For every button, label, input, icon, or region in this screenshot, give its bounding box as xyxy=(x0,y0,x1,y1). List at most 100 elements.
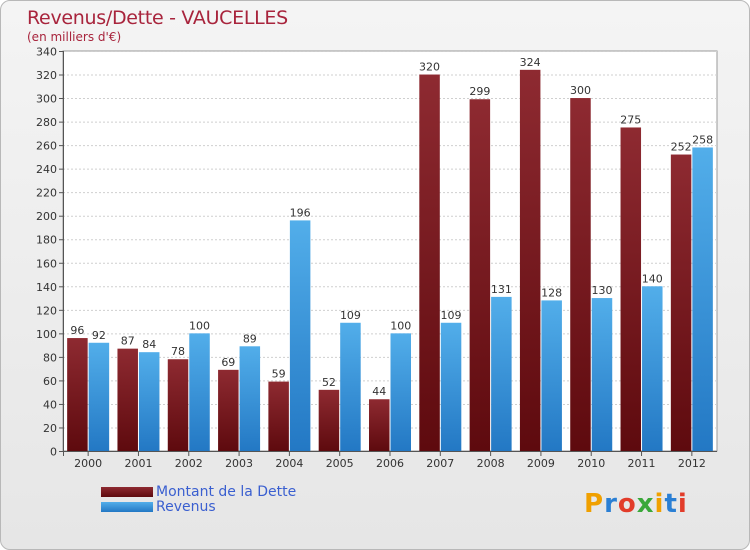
bar-dette xyxy=(469,99,491,451)
bar-revenus xyxy=(591,298,613,451)
bars xyxy=(67,69,713,452)
bar-dette xyxy=(570,98,591,451)
x-tick-label: 2005 xyxy=(326,457,354,470)
legend-label-revenus: Revenus xyxy=(156,499,216,515)
bar-dette xyxy=(218,369,239,451)
bar-dette xyxy=(167,359,189,451)
data-label: 100 xyxy=(390,319,411,332)
logo-letter: o xyxy=(617,489,637,519)
logo-letter: P xyxy=(584,489,605,519)
legend-swatch-dette xyxy=(101,487,153,497)
y-tick-label: 300 xyxy=(36,93,57,106)
bar-dette xyxy=(318,389,340,451)
bar-dette xyxy=(369,399,390,451)
bar-dette xyxy=(67,338,88,451)
data-label: 130 xyxy=(591,284,612,297)
data-label: 258 xyxy=(692,133,713,146)
bar-revenus xyxy=(88,342,110,451)
x-tick-label: 2004 xyxy=(275,457,303,470)
bar-revenus xyxy=(189,333,210,451)
chart-title: Revenus/Dette - VAUCELLES xyxy=(27,7,288,29)
x-tick-label: 2012 xyxy=(678,457,706,470)
bar-revenus xyxy=(340,322,361,451)
data-label: 320 xyxy=(419,61,440,74)
data-labels: 96 92 87 84 78 100 69 89 59 196 52 109 44 100 320 109 29… xyxy=(70,56,713,398)
bar-dette xyxy=(419,74,440,451)
data-label: 89 xyxy=(243,332,257,345)
logo-letter: t xyxy=(664,489,678,519)
x-tick-label: 2009 xyxy=(527,457,555,470)
bar-revenus xyxy=(692,147,713,451)
chart-subtitle: (en milliers d'€) xyxy=(27,30,122,44)
data-label: 109 xyxy=(441,309,462,322)
x-tick-label: 2010 xyxy=(577,457,605,470)
y-tick-label: 240 xyxy=(36,163,57,176)
y-tick-label: 320 xyxy=(36,69,57,82)
y-tick-label: 20 xyxy=(43,422,57,435)
plot-area xyxy=(62,50,718,452)
y-tick-label: 0 xyxy=(50,446,57,459)
y-tick-label: 40 xyxy=(43,398,57,411)
data-label: 69 xyxy=(221,356,235,369)
bar-revenus xyxy=(239,346,261,451)
proxiti-logo: Proxiti xyxy=(584,489,688,519)
data-label: 140 xyxy=(642,272,663,285)
x-tick-label: 2000 xyxy=(74,457,102,470)
legend-label-dette: Montant de la Dette xyxy=(156,484,297,500)
y-tick-label: 160 xyxy=(36,257,57,270)
grid-lines xyxy=(62,50,718,452)
data-label: 324 xyxy=(520,56,541,69)
x-tick-label: 2002 xyxy=(175,457,203,470)
bar-revenus xyxy=(541,300,562,451)
data-label: 109 xyxy=(340,309,361,322)
x-tick-label: 2003 xyxy=(225,457,253,470)
y-tick-label: 100 xyxy=(36,328,57,341)
data-label: 275 xyxy=(620,113,641,126)
bar-dette xyxy=(519,69,541,451)
data-label: 59 xyxy=(272,368,286,381)
x-tick-label: 2001 xyxy=(124,457,152,470)
data-label: 252 xyxy=(671,141,692,154)
x-tick-label: 2008 xyxy=(477,457,505,470)
y-tick-label: 120 xyxy=(36,304,57,317)
data-label: 196 xyxy=(290,206,311,219)
bar-dette xyxy=(268,381,289,451)
x-tick-label: 2007 xyxy=(426,457,454,470)
bar-revenus xyxy=(390,333,411,451)
legend-swatch-revenus xyxy=(101,502,153,512)
y-tick-label: 260 xyxy=(36,140,57,153)
bar-revenus xyxy=(440,322,462,451)
data-label: 128 xyxy=(541,286,562,299)
bar-dette xyxy=(117,348,138,451)
data-label: 92 xyxy=(92,329,106,342)
y-tick-label: 280 xyxy=(36,116,57,129)
bar-dette xyxy=(620,127,642,452)
logo-letter: x xyxy=(636,489,655,519)
data-label: 52 xyxy=(322,376,336,389)
bar-revenus xyxy=(138,352,160,451)
bar-dette xyxy=(670,154,692,451)
x-axis: 2000 2001 2002 2003 2004 2005 2006 2007 2008 2009… xyxy=(74,451,706,470)
data-label: 44 xyxy=(372,385,386,398)
y-tick-label: 340 xyxy=(36,46,57,59)
data-label: 87 xyxy=(121,335,135,348)
data-label: 100 xyxy=(189,319,210,332)
x-tick-label: 2011 xyxy=(628,457,656,470)
data-label: 131 xyxy=(491,283,512,296)
y-tick-label: 60 xyxy=(43,375,57,388)
data-label: 96 xyxy=(70,324,84,337)
logo-letter: i xyxy=(677,489,688,519)
data-label: 78 xyxy=(171,345,185,358)
x-tick-label: 2006 xyxy=(376,457,404,470)
logo-letter: r xyxy=(604,489,618,519)
data-label: 299 xyxy=(469,85,490,98)
y-axis: 0 20 40 60 80 100 120 140 160 180 200 220 240 260 280 3… xyxy=(36,46,717,459)
logo-letter: i xyxy=(654,489,665,519)
y-tick-label: 180 xyxy=(36,234,57,247)
data-label: 84 xyxy=(142,338,156,351)
y-tick-label: 140 xyxy=(36,281,57,294)
bar-revenus xyxy=(642,286,663,451)
data-label: 300 xyxy=(570,84,591,97)
